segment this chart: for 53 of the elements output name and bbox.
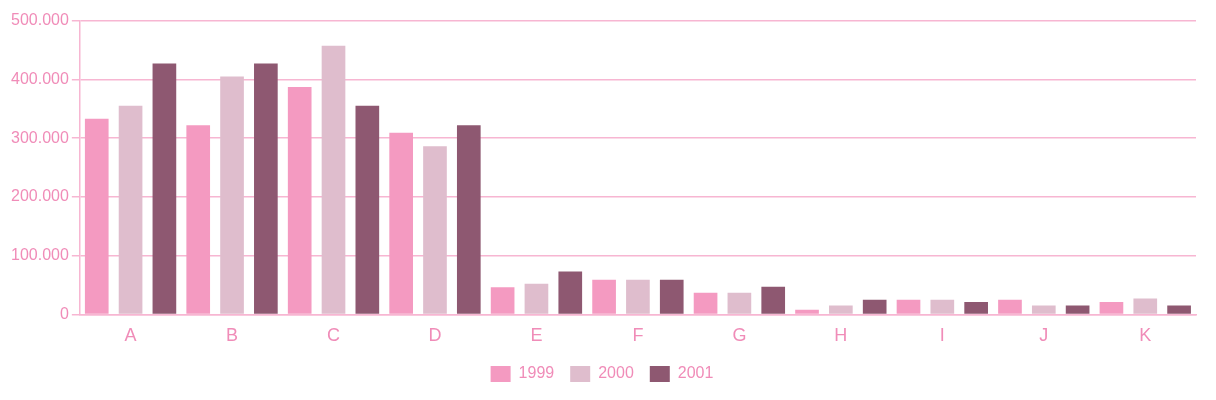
y-tick-label: 100.000 — [10, 246, 69, 264]
bar — [287, 87, 312, 314]
y-tick-label: 400.000 — [10, 69, 69, 87]
x-tick-label: F — [632, 325, 644, 346]
bar — [423, 146, 447, 314]
x-tick-label: B — [226, 325, 239, 346]
bar — [490, 287, 515, 314]
legend-label: 2000 — [598, 364, 634, 382]
bar — [1099, 302, 1124, 314]
x-tick-label: A — [124, 325, 137, 346]
x-tick-label: C — [327, 325, 341, 346]
bar — [761, 286, 786, 314]
x-tick-label: H — [834, 325, 848, 346]
bar — [1031, 305, 1056, 314]
y-tick-label: 200.000 — [10, 187, 69, 205]
bar — [964, 302, 988, 314]
bar — [254, 63, 278, 314]
bar — [896, 299, 921, 314]
x-tick-label: I — [939, 325, 945, 346]
bar — [1065, 305, 1090, 314]
bar — [659, 279, 684, 314]
bar — [626, 279, 650, 314]
legend-label: 2001 — [677, 364, 714, 382]
bar — [1133, 298, 1158, 314]
bar — [998, 299, 1022, 314]
bar — [524, 283, 549, 314]
bar — [930, 299, 955, 314]
y-tick-label: 500.000 — [10, 11, 69, 29]
y-tick-label: 0 — [59, 304, 69, 322]
x-tick-label: D — [428, 325, 442, 346]
bar — [220, 76, 244, 314]
bar — [693, 292, 718, 314]
x-tick-label: G — [732, 325, 747, 346]
bar — [558, 271, 583, 314]
x-tick-label: K — [1139, 325, 1152, 346]
bar — [862, 299, 887, 314]
bar — [321, 45, 346, 314]
y-tick-label: 300.000 — [10, 128, 69, 146]
bar — [592, 279, 616, 314]
bar — [84, 118, 109, 314]
legend-label: 1999 — [518, 364, 555, 382]
bar — [152, 63, 177, 314]
bar — [355, 105, 380, 314]
bar — [1167, 305, 1191, 314]
bar — [456, 125, 481, 314]
bar — [118, 105, 143, 314]
bar — [389, 132, 413, 314]
bar — [795, 309, 819, 314]
bar — [186, 125, 211, 314]
x-tick-label: E — [530, 325, 543, 346]
x-tick-label: J — [1039, 325, 1049, 346]
bar — [727, 292, 752, 314]
bar — [829, 305, 853, 314]
